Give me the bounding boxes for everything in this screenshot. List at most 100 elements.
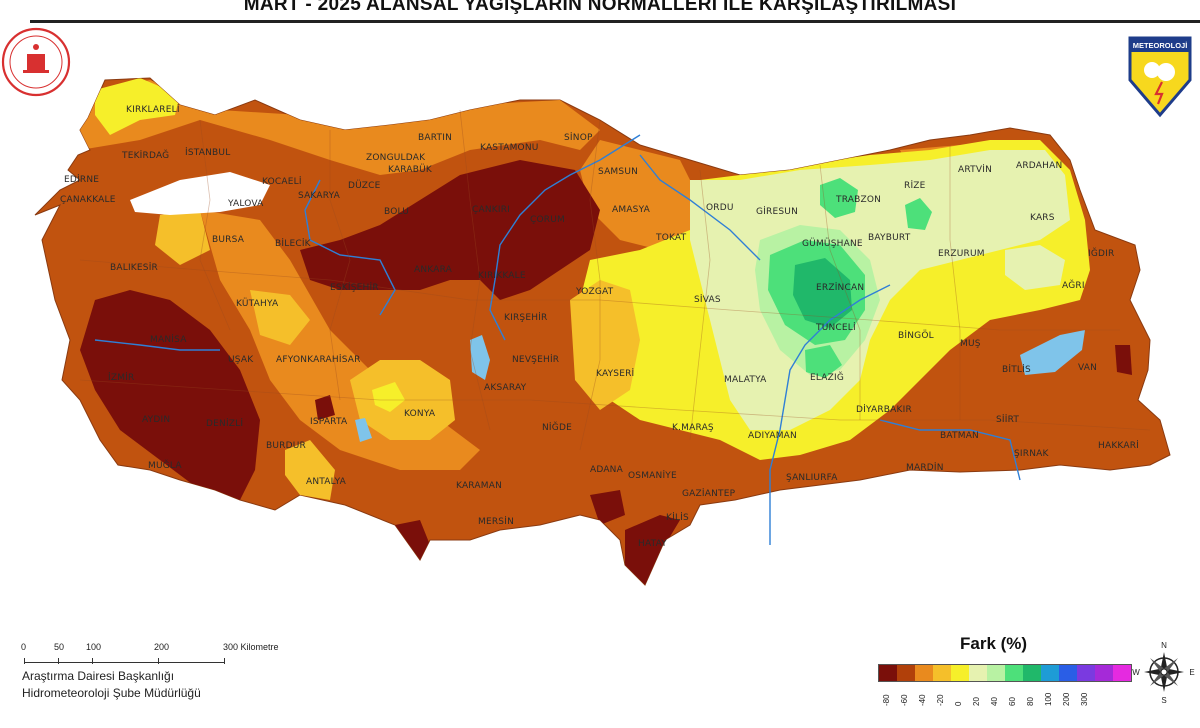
- city-label: BALIKESİR: [110, 262, 158, 273]
- city-label: MUŞ: [960, 339, 981, 349]
- city-label: TUNCELİ: [815, 322, 856, 333]
- compass-s: S: [1161, 696, 1166, 704]
- city-label: KASTAMONU: [480, 143, 539, 153]
- river-sakarya: [304, 179, 396, 316]
- city-label: GAZİANTEP: [682, 488, 736, 499]
- city-label: MANİSA: [150, 334, 187, 345]
- city-label: ANTALYA: [306, 477, 347, 487]
- legend-title: Fark (%): [960, 634, 1028, 653]
- legend-swatch: [879, 665, 897, 681]
- city-label: KARS: [1030, 213, 1055, 223]
- legend-tick-label: -60: [900, 694, 909, 706]
- city-label: BİLECİK: [275, 238, 312, 249]
- city-label: AYDIN: [142, 415, 170, 425]
- zone-yellow-konya: [372, 382, 405, 412]
- city-labels: KIRKLARELİ TEKİRDAĞ İSTANBUL EDİRNE ÇANAKKAL…: [60, 104, 1139, 549]
- scale-label-100: 100: [86, 642, 102, 652]
- credit-department: Araştırma Dairesi Başkanlığı: [22, 669, 175, 683]
- zone-amber-kutahya: [250, 290, 310, 345]
- city-label: SİİRT: [996, 414, 1019, 425]
- city-label: KIRIKKALE: [478, 271, 526, 281]
- city-label: OSMANİYE: [628, 470, 677, 481]
- legend-tick-label: 20: [972, 697, 981, 706]
- legend-swatch: [1005, 665, 1023, 681]
- title-underline: [30, 20, 1200, 23]
- city-label: BAYBURT: [868, 233, 911, 243]
- city-label: DÜZCE: [348, 180, 381, 191]
- river-firat: [769, 284, 891, 545]
- city-label: AKSARAY: [484, 383, 527, 393]
- legend-tick-label: 100: [1044, 692, 1053, 706]
- compass-w: W: [1132, 668, 1140, 677]
- north-arrow-compass-icon: N S W E: [1132, 641, 1194, 704]
- city-label: ÇANKIRI: [472, 205, 510, 215]
- zone-green-trabzon: [820, 178, 858, 218]
- city-label: MALATYA: [724, 375, 767, 385]
- scale-label-300: 300 Kilometre: [223, 642, 279, 652]
- city-label: KİLİS: [666, 512, 689, 523]
- meteoroloji-logo: METEOROLOJİ: [1128, 36, 1192, 118]
- city-label: DİYARBAKIR: [856, 404, 912, 415]
- city-label: KOCAELİ: [262, 176, 302, 187]
- city-label: MARDİN: [906, 462, 944, 473]
- zone-darkred-hatay: [625, 515, 680, 585]
- scale-tick: [92, 658, 93, 664]
- city-label: ADANA: [590, 465, 624, 475]
- city-label: İSTANBUL: [185, 147, 230, 158]
- city-label: MERSİN: [478, 516, 514, 527]
- province-boundaries: [79, 109, 1151, 451]
- city-label: KAYSERİ: [596, 368, 634, 379]
- zone-amber-kayseri: [570, 280, 640, 410]
- city-label: SİNOP: [564, 132, 593, 143]
- city-label: KIRŞEHİR: [504, 312, 547, 323]
- city-label: YALOVA: [227, 199, 264, 209]
- city-label: MUĞLA: [148, 459, 182, 471]
- zone-amber-bursa: [155, 210, 210, 265]
- city-label: GÜMÜŞHANE: [802, 238, 863, 249]
- city-label: TOKAT: [655, 233, 687, 243]
- compass-e: E: [1189, 668, 1194, 677]
- zone-darkred-van: [1115, 345, 1132, 375]
- city-label: SAMSUN: [598, 167, 638, 177]
- city-label: ADIYAMAN: [748, 431, 797, 441]
- city-label: BATMAN: [940, 431, 979, 441]
- scale-label-0: 0: [21, 642, 27, 652]
- scale-label-50: 50: [54, 642, 65, 652]
- legend-tick-label: -20: [936, 694, 945, 706]
- legend-tick-label: -80: [882, 694, 891, 706]
- city-label: RİZE: [904, 180, 926, 191]
- legend-swatch: [969, 665, 987, 681]
- city-label: ÇANAKKALE: [60, 195, 116, 205]
- legend-swatch: [1113, 665, 1131, 681]
- city-label: HAKKARİ: [1098, 440, 1139, 451]
- city-label: ERZURUM: [938, 249, 985, 259]
- lake-egirdir: [355, 418, 372, 442]
- city-label: KÜTAHYA: [236, 298, 279, 309]
- zone-paleyellow-kars: [1005, 245, 1065, 290]
- zone-teal: [793, 258, 852, 328]
- city-label: IĞDIR: [1088, 247, 1114, 259]
- legend-swatch: [933, 665, 951, 681]
- legend-tick-label: 200: [1062, 692, 1071, 706]
- lake-tuz: [470, 335, 490, 380]
- zone-darkred-central-north: [300, 160, 600, 300]
- city-label: ÇORUM: [530, 215, 565, 225]
- compass-n: N: [1161, 641, 1167, 650]
- city-label: ORDU: [706, 203, 734, 213]
- map-title: MART - 2025 ALANSAL YAĞIŞLARIN NORMALLER…: [243, 0, 957, 15]
- city-label: AFYONKARAHİSAR: [276, 354, 361, 365]
- city-label: KONYA: [404, 409, 436, 419]
- scale-bar: 0 50 100 200 300 Kilometre: [18, 640, 318, 700]
- city-label: YOZGAT: [575, 287, 614, 297]
- city-label: SAKARYA: [298, 191, 341, 201]
- city-label: BİNGÖL: [898, 330, 934, 341]
- zone-amber-antalya: [285, 440, 335, 500]
- city-label: BURSA: [212, 235, 245, 245]
- rivers: [94, 134, 1021, 545]
- city-label: ESKİŞEHİR: [330, 282, 379, 293]
- marmara-sea: [130, 172, 270, 215]
- river-yesilirmak: [639, 154, 761, 261]
- city-label: ANKARA: [414, 265, 453, 275]
- city-label: TRABZON: [835, 195, 881, 205]
